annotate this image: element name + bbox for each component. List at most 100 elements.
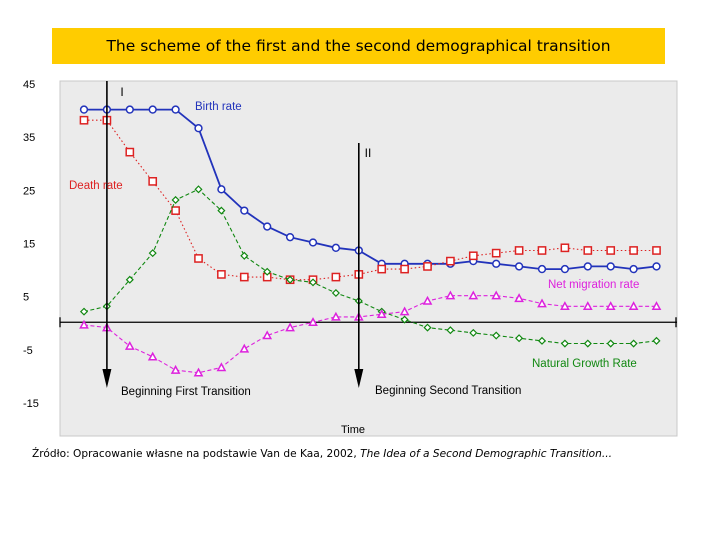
natural-growth-rate-point (492, 331, 501, 340)
birth-rate-point (79, 105, 89, 114)
death-rate-point (514, 246, 524, 255)
death-rate-point (171, 206, 180, 215)
second-transition-arrow (354, 143, 364, 388)
demographic-transition-chart: 45 35 25 15 5 -5 -15 Birth rate Death rate Net m… (23, 79, 678, 437)
birth-rate-point (492, 259, 501, 268)
first-transition-label-bg (116, 381, 300, 399)
natural-growth-rate-point (217, 206, 226, 215)
death-rate-point (423, 262, 432, 271)
net-migration-rate-point (514, 293, 524, 303)
net-migration-rate-point (537, 298, 547, 308)
y-tick-label-5: 5 (23, 292, 29, 304)
net-migration-rate-point (605, 301, 616, 311)
death-rate-point (652, 246, 661, 255)
phase-two-label: II (365, 146, 372, 160)
death-rate-point (537, 246, 547, 255)
first-transition-arrow-head (102, 369, 112, 388)
net-migration-rate-point (422, 295, 433, 305)
plot-background (60, 81, 677, 436)
net-migration-rate-point (582, 301, 593, 311)
natural-growth-rate-point (400, 315, 409, 324)
death-rate-point (217, 270, 226, 279)
death-rate-point (629, 246, 638, 255)
death-rate-point (400, 264, 409, 274)
net-migration-rate-point (628, 301, 639, 311)
net-migration-rate-point (651, 301, 662, 311)
series-natural-growth-rate (79, 185, 661, 348)
death-rate-point (331, 272, 341, 282)
source-prefix: Źródło: Opracowanie własne na podstawie … (32, 448, 361, 460)
net-migration-rate-point (331, 311, 341, 321)
death-rate-point (79, 115, 89, 125)
net-migration-rate-point (124, 341, 135, 350)
net-migration-rate-point (560, 301, 570, 311)
birth-rate-point (606, 262, 615, 271)
net-migration-rate-point (216, 362, 227, 372)
first-transition-label: Beginning First Transition (121, 386, 251, 398)
first-transition-arrow (102, 81, 112, 388)
death-rate-point (239, 272, 249, 282)
natural-growth-rate-point (263, 267, 272, 276)
y-tick-label-minus-15: -15 (23, 398, 39, 410)
natural-growth-rate-point (583, 339, 592, 348)
phase-one-label-bg (115, 82, 129, 102)
x-axis-label: Time (341, 424, 365, 436)
birth-rate-point (583, 262, 592, 271)
natural-growth-rate-point (446, 326, 455, 335)
plot-frame (59, 80, 678, 437)
birth-rate-point (652, 262, 661, 271)
natural-growth-rate-point (469, 328, 478, 337)
death-rate-point (377, 264, 387, 274)
natural-growth-rate-point (537, 336, 547, 345)
second-transition-arrow-head (354, 369, 364, 388)
death-rate-point (125, 147, 135, 157)
natural-growth-rate-point (515, 334, 524, 343)
birth-rate-point (217, 185, 226, 194)
death-rate-point (491, 248, 501, 258)
death-rate-point (446, 256, 455, 266)
birth-rate-point (514, 262, 524, 271)
source-work-title: The Idea of a Second Demographic Transit… (360, 448, 612, 460)
birth-rate-point (125, 105, 134, 114)
net-migration-rate-point (285, 322, 295, 332)
birth-rate-point (171, 105, 180, 114)
y-tick-label-15: 15 (23, 239, 35, 251)
death-rate-label: Death rate (69, 180, 123, 192)
source-note: Źródło: Opracowanie własne na podstawie … (32, 448, 612, 460)
net-migration-rate-point (468, 290, 479, 300)
net-migration-rate-line (83, 295, 657, 374)
birth-rate-point (331, 243, 341, 252)
net-migration-rate-point (376, 309, 387, 319)
birth-rate-point (537, 264, 547, 274)
net-migration-rate-point (147, 351, 158, 361)
birth-rate-point (263, 222, 272, 231)
natural-growth-rate-point (240, 251, 249, 260)
net-migration-rate-point (79, 319, 89, 329)
natural-growth-rate-point (308, 278, 318, 287)
natural-growth-rate-point (652, 336, 661, 345)
net-migration-rate-point (239, 343, 250, 353)
birth-rate-point (629, 264, 638, 274)
death-rate-point (468, 251, 478, 261)
natural-growth-rate-point (79, 307, 89, 316)
natural-growth-rate-point (331, 288, 340, 298)
y-tick-label-35: 35 (23, 132, 35, 144)
net-migration-rate-point (445, 290, 456, 300)
death-rate-point (583, 246, 593, 255)
birth-rate-point (148, 105, 157, 114)
death-rate-point (148, 177, 158, 186)
birth-rate-point (308, 238, 318, 247)
title-banner: The scheme of the first and the second d… (52, 28, 665, 64)
birth-rate-point (194, 124, 203, 133)
y-tick-label-25: 25 (23, 185, 35, 197)
death-rate-point (194, 254, 203, 263)
natural-growth-rate-point (606, 339, 615, 348)
natural-growth-rate-point (423, 323, 432, 332)
y-tick-label-minus-5: -5 (23, 345, 33, 357)
chart-title: The scheme of the first and the second d… (106, 37, 611, 55)
second-transition-label: Beginning Second Transition (375, 385, 521, 397)
birth-rate-point (285, 233, 295, 242)
death-rate-point (560, 243, 570, 253)
net-migration-rate-point (308, 317, 318, 326)
natural-growth-rate-point (125, 275, 134, 284)
